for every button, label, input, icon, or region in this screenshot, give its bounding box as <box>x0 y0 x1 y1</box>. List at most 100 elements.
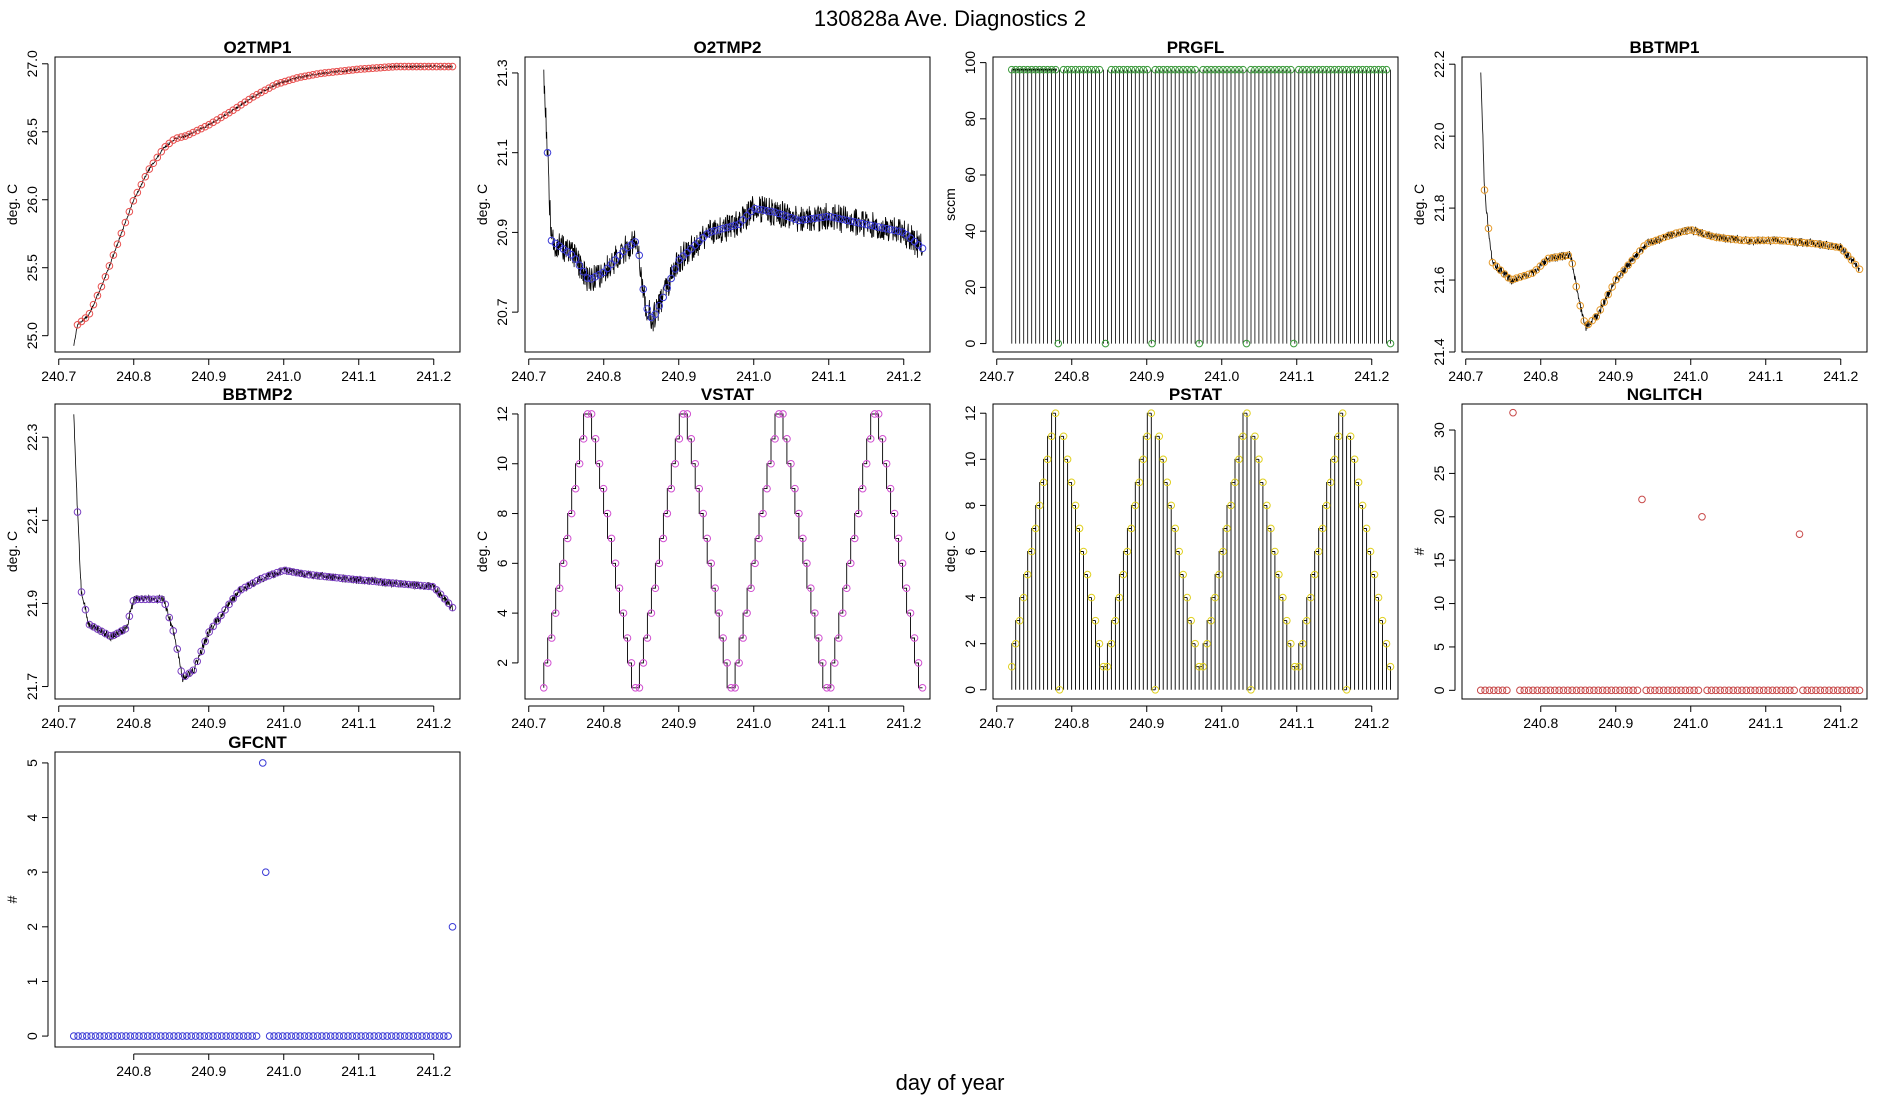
marker-prgfl <box>1239 65 1247 74</box>
marker-o2tmp1 <box>440 62 449 71</box>
ylabel-o2tmp2: deg. C <box>474 184 490 225</box>
x-tick-label-bbtmp1: 241.2 <box>1823 368 1858 384</box>
marker-bbtmp2 <box>301 570 309 578</box>
marker-pstat <box>1211 593 1219 602</box>
marker-nglitch <box>1751 686 1759 695</box>
x-tick-label-bbtmp2: 241.2 <box>416 715 451 731</box>
marker-o2tmp1 <box>313 70 321 78</box>
marker-zero-prgfl <box>1386 339 1395 348</box>
marker-o2tmp1 <box>225 108 233 117</box>
marker-bbtmp2 <box>245 581 253 590</box>
marker-gfcnt <box>405 1032 413 1040</box>
marker-gfcnt <box>174 1032 183 1040</box>
marker-gfcnt <box>357 1032 365 1040</box>
marker-prgfl <box>1374 65 1383 74</box>
marker-bbtmp2 <box>348 575 357 584</box>
x-tick-label-gfcnt: 241.0 <box>266 1063 301 1079</box>
marker-o2tmp2 <box>759 206 767 214</box>
marker-bbtmp1 <box>1596 306 1604 314</box>
marker-o2tmp1 <box>81 314 90 322</box>
marker-prgfl <box>1123 65 1132 74</box>
marker-gfcnt <box>122 1032 130 1040</box>
marker-pstat <box>1007 662 1016 671</box>
marker-bbtmp1 <box>1652 236 1660 245</box>
marker-prgfl <box>1091 65 1100 74</box>
marker-nglitch <box>1677 686 1685 695</box>
series-line-bbtmp1 <box>1480 72 1860 331</box>
x-tick-label-vstat: 241.1 <box>811 715 846 731</box>
x-tick-label-nglitch: 241.1 <box>1748 715 1783 731</box>
marker-bbtmp2 <box>420 582 429 590</box>
marker-nglitch <box>1516 686 1524 695</box>
marker-gfcnt <box>222 1032 230 1040</box>
marker-pstat <box>1099 662 1108 671</box>
data-pstat <box>1007 409 1395 694</box>
marker-prgfl <box>1075 65 1084 74</box>
marker-nglitch <box>1781 686 1790 695</box>
marker-pstat <box>1195 662 1203 671</box>
y-tick-label-bbtmp1: 21.8 <box>1431 194 1447 221</box>
marker-o2tmp2 <box>858 219 867 228</box>
marker-bbtmp1 <box>1747 236 1756 245</box>
marker-o2tmp2 <box>787 213 795 222</box>
marker-vstat <box>667 484 676 493</box>
marker-gfcnt <box>365 1032 374 1040</box>
marker-bbtmp2 <box>153 595 162 604</box>
marker-bbtmp1 <box>1795 238 1804 247</box>
marker-o2tmp1 <box>388 62 397 71</box>
marker-prgfl <box>1087 65 1096 74</box>
marker-nglitch <box>1503 686 1511 695</box>
marker-bbtmp2 <box>145 595 154 604</box>
marker-bbtmp2 <box>85 620 94 629</box>
y-tick-label-nglitch: 5 <box>1431 643 1447 651</box>
marker-gfcnt <box>117 1032 126 1040</box>
marker-pstat <box>1127 524 1136 533</box>
marker-o2tmp2 <box>703 230 711 238</box>
marker-o2tmp2 <box>830 213 839 222</box>
marker-o2tmp1 <box>448 62 457 71</box>
marker-bbtmp1 <box>1751 236 1760 245</box>
marker-gfcnt <box>148 1032 156 1040</box>
marker-bbtmp1 <box>1771 236 1780 245</box>
plot-frame-prgfl <box>992 56 1399 353</box>
ylabel-bbtmp2: deg. C <box>4 531 20 572</box>
marker-o2tmp2 <box>571 255 580 263</box>
marker-prgfl <box>1071 65 1080 74</box>
marker-prgfl <box>1155 65 1164 74</box>
marker-nglitch <box>1585 686 1594 695</box>
marker-bbtmp1 <box>1847 256 1856 264</box>
marker-zero-prgfl <box>1148 339 1156 348</box>
marker-gfcnt <box>252 1032 261 1040</box>
marker-bbtmp2 <box>221 606 229 614</box>
marker-vstat <box>807 584 815 593</box>
marker-bbtmp1 <box>1524 270 1533 279</box>
x-tick-label-vstat: 241.2 <box>886 715 921 731</box>
marker-bbtmp2 <box>137 595 146 604</box>
marker-o2tmp2 <box>775 209 783 218</box>
marker-bbtmp1 <box>1779 236 1788 245</box>
data-bbtmp1 <box>1480 72 1864 331</box>
x-tick-label-pstat: 241.1 <box>1279 715 1314 731</box>
marker-pstat <box>1095 639 1104 648</box>
marker-prgfl <box>1314 65 1323 74</box>
series-line-bbtmp2 <box>73 414 453 683</box>
marker-prgfl <box>1259 65 1267 74</box>
marker-bbtmp2 <box>289 568 297 576</box>
marker-pstat <box>1342 685 1351 694</box>
marker-vstat <box>886 484 895 493</box>
marker-nglitch <box>1607 686 1616 695</box>
marker-bbtmp1 <box>1608 283 1616 291</box>
marker-o2tmp1 <box>380 63 389 72</box>
marker-prgfl <box>1187 65 1195 74</box>
marker-prgfl <box>1151 65 1160 74</box>
marker-bbtmp2 <box>368 577 377 585</box>
marker-o2tmp2 <box>767 207 775 216</box>
x-tick-label-prgfl: 241.0 <box>1204 368 1239 384</box>
marker-bbtmp1 <box>1728 235 1736 243</box>
marker-bbtmp1 <box>1740 236 1748 245</box>
x-tick-label-o2tmp1: 241.2 <box>416 368 451 384</box>
marker-vstat <box>703 534 712 543</box>
marker-gfcnt <box>217 1032 226 1040</box>
marker-vstat <box>607 534 616 543</box>
marker-gfcnt <box>287 1032 296 1040</box>
